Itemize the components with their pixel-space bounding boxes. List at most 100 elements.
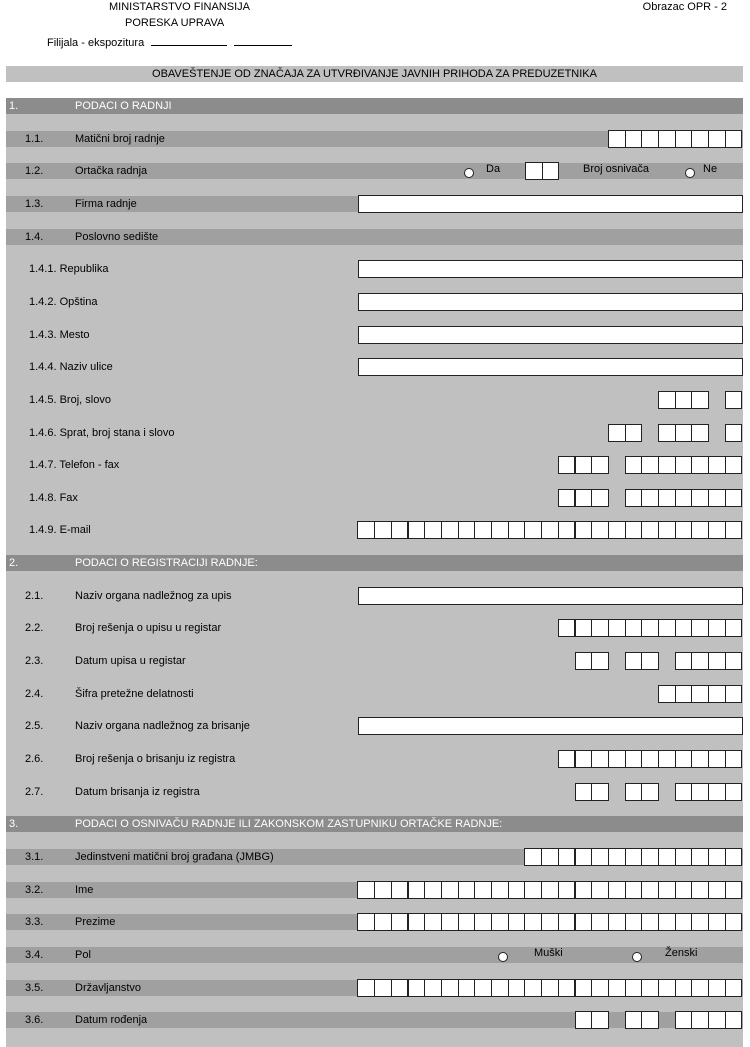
- char-box[interactable]: [524, 880, 543, 899]
- char-box[interactable]: [474, 978, 492, 997]
- char-box[interactable]: [641, 847, 659, 866]
- char-box[interactable]: [390, 521, 409, 540]
- char-box[interactable]: [691, 913, 710, 932]
- char-box[interactable]: [658, 390, 676, 409]
- char-box[interactable]: [658, 750, 676, 768]
- char-box[interactable]: [507, 880, 526, 899]
- char-box[interactable]: [691, 750, 710, 768]
- char-box[interactable]: [591, 978, 609, 997]
- char-box[interactable]: [574, 456, 593, 475]
- char-box[interactable]: [607, 750, 626, 768]
- text-input[interactable]: [358, 717, 743, 736]
- char-box[interactable]: [374, 521, 392, 540]
- char-box[interactable]: [624, 521, 643, 540]
- char-box[interactable]: [674, 423, 693, 442]
- char-box[interactable]: [708, 913, 726, 932]
- char-box[interactable]: [624, 913, 643, 932]
- branch-field-1[interactable]: [151, 35, 228, 46]
- char-box[interactable]: [390, 913, 409, 932]
- char-box[interactable]: [674, 684, 693, 703]
- char-box[interactable]: [674, 488, 693, 507]
- char-box[interactable]: [574, 521, 593, 540]
- char-box[interactable]: [591, 456, 609, 475]
- char-box[interactable]: [708, 978, 726, 997]
- char-box[interactable]: [557, 847, 576, 866]
- char-box[interactable]: [357, 913, 376, 932]
- char-box[interactable]: [591, 913, 609, 932]
- char-box[interactable]: [724, 390, 743, 409]
- char-box[interactable]: [507, 913, 526, 932]
- char-box[interactable]: [674, 521, 693, 540]
- char-box[interactable]: [674, 847, 693, 866]
- char-box[interactable]: [591, 880, 609, 899]
- char-box[interactable]: [708, 456, 726, 475]
- char-box[interactable]: [507, 521, 526, 540]
- char-box[interactable]: [440, 880, 459, 899]
- char-box[interactable]: [440, 913, 459, 932]
- radio-female[interactable]: [632, 951, 642, 962]
- char-box[interactable]: [624, 880, 643, 899]
- char-box[interactable]: [708, 880, 726, 899]
- char-box[interactable]: [674, 129, 693, 148]
- char-box[interactable]: [574, 619, 593, 638]
- char-box[interactable]: [658, 684, 676, 703]
- char-box[interactable]: [674, 456, 693, 475]
- char-box[interactable]: [474, 521, 492, 540]
- char-box[interactable]: [674, 619, 693, 638]
- char-box[interactable]: [708, 782, 726, 801]
- char-box[interactable]: [658, 847, 676, 866]
- text-input[interactable]: [358, 586, 743, 605]
- char-box[interactable]: [624, 847, 643, 866]
- char-box[interactable]: [724, 456, 743, 475]
- char-box[interactable]: [541, 880, 559, 899]
- char-box[interactable]: [724, 978, 743, 997]
- char-box[interactable]: [491, 978, 509, 997]
- char-box[interactable]: [641, 750, 659, 768]
- char-box[interactable]: [557, 488, 576, 507]
- branch-field-2[interactable]: [234, 35, 293, 46]
- char-box[interactable]: [641, 129, 659, 148]
- char-box[interactable]: [624, 652, 643, 671]
- char-box[interactable]: [724, 488, 743, 507]
- char-box[interactable]: [541, 521, 559, 540]
- char-box[interactable]: [658, 978, 676, 997]
- char-box[interactable]: [374, 978, 392, 997]
- char-box[interactable]: [357, 978, 376, 997]
- char-box[interactable]: [607, 913, 626, 932]
- char-box[interactable]: [724, 913, 743, 932]
- char-box[interactable]: [691, 456, 710, 475]
- char-box[interactable]: [591, 521, 609, 540]
- char-box[interactable]: [574, 488, 593, 507]
- char-box[interactable]: [658, 619, 676, 638]
- founder-count-box[interactable]: [541, 162, 560, 181]
- char-box[interactable]: [491, 880, 509, 899]
- char-box[interactable]: [708, 847, 726, 866]
- char-box[interactable]: [357, 880, 376, 899]
- text-input[interactable]: [358, 325, 743, 344]
- char-box[interactable]: [424, 978, 442, 997]
- char-box[interactable]: [674, 880, 693, 899]
- char-box[interactable]: [607, 129, 626, 148]
- char-box[interactable]: [641, 880, 659, 899]
- char-box[interactable]: [624, 423, 643, 442]
- char-box[interactable]: [658, 423, 676, 442]
- char-box[interactable]: [708, 129, 726, 148]
- char-box[interactable]: [591, 847, 609, 866]
- char-box[interactable]: [674, 750, 693, 768]
- char-box[interactable]: [357, 521, 376, 540]
- char-box[interactable]: [724, 129, 743, 148]
- char-box[interactable]: [691, 1011, 710, 1030]
- char-box[interactable]: [507, 978, 526, 997]
- char-box[interactable]: [691, 423, 710, 442]
- radio-no[interactable]: [685, 168, 695, 179]
- text-input[interactable]: [358, 358, 743, 377]
- char-box[interactable]: [574, 782, 593, 801]
- text-input[interactable]: [358, 292, 743, 311]
- char-box[interactable]: [724, 521, 743, 540]
- char-box[interactable]: [674, 1011, 693, 1030]
- founder-count-box[interactable]: [525, 162, 543, 181]
- char-box[interactable]: [641, 521, 659, 540]
- char-box[interactable]: [607, 423, 626, 442]
- char-box[interactable]: [607, 978, 626, 997]
- char-box[interactable]: [390, 978, 409, 997]
